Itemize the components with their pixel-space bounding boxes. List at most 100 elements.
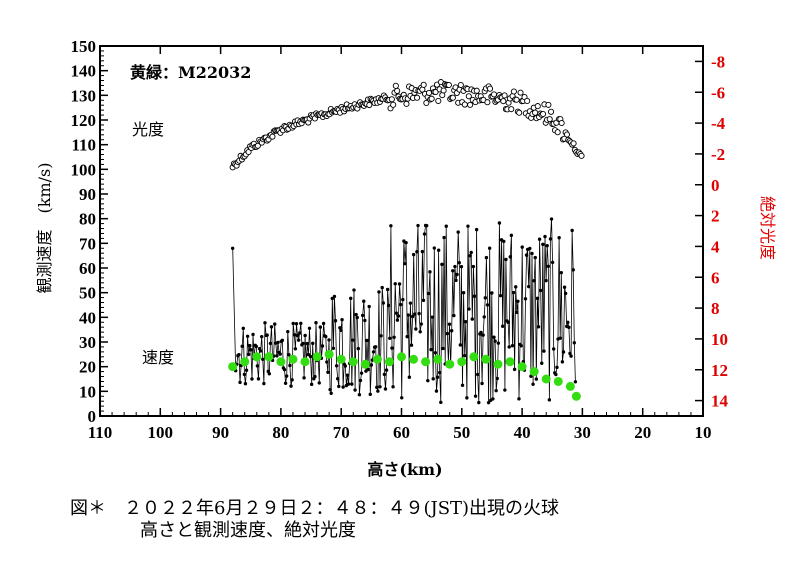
velocity-point — [431, 377, 435, 381]
y-left-tick-label: 80 — [79, 210, 96, 229]
velocity-point — [432, 246, 437, 250]
velocity-point — [558, 336, 562, 340]
speed-point — [421, 357, 431, 367]
y-left-tick-label: 20 — [79, 358, 96, 377]
velocity-point — [338, 326, 342, 330]
velocity-point — [371, 350, 376, 354]
velocity-point — [341, 385, 345, 389]
brightness-point — [467, 101, 474, 108]
velocity-point — [273, 322, 277, 326]
velocity-point — [420, 249, 425, 254]
velocity-point — [415, 250, 419, 254]
velocity-point — [457, 260, 461, 265]
velocity-point — [238, 380, 242, 385]
velocity-point — [473, 394, 478, 398]
y-left-tick-label: 100 — [71, 160, 97, 179]
x-tick-label: 60 — [393, 423, 410, 442]
velocity-point — [506, 320, 510, 325]
velocity-point — [368, 392, 372, 397]
velocity-point — [456, 230, 460, 234]
velocity-point — [493, 339, 497, 343]
velocity-point — [426, 378, 430, 383]
brightness-point — [510, 88, 517, 95]
velocity-point — [254, 344, 258, 349]
velocity-point — [438, 370, 442, 375]
velocity-point — [383, 387, 388, 391]
velocity-point — [287, 352, 291, 357]
velocity-point — [379, 334, 383, 338]
velocity-point — [242, 372, 247, 377]
speed-point — [409, 354, 419, 364]
velocity-point — [336, 376, 340, 381]
velocity-point — [260, 334, 264, 339]
speed-point — [324, 349, 334, 359]
velocity-point — [538, 288, 543, 293]
velocity-point — [366, 367, 370, 372]
velocity-point — [325, 360, 329, 364]
brightness-point — [486, 85, 494, 92]
velocity-point — [298, 331, 302, 335]
brightness-point — [547, 108, 555, 115]
brightness-point — [445, 81, 452, 89]
velocity-point — [317, 381, 321, 385]
velocity-point — [468, 254, 472, 258]
velocity-point — [502, 239, 506, 244]
brightness-point — [563, 131, 571, 138]
velocity-point — [573, 380, 578, 384]
brightness-point — [532, 109, 539, 116]
x-tick-label: 110 — [88, 423, 113, 442]
velocity-point — [419, 322, 423, 326]
y-right-tick-label: 10 — [711, 330, 728, 349]
x-tick-label: 30 — [574, 423, 591, 442]
velocity-point — [427, 291, 431, 296]
velocity-point — [321, 321, 326, 326]
brightness-point — [545, 101, 552, 108]
speed-point — [481, 354, 491, 364]
velocity-point — [498, 293, 503, 298]
velocity-point — [296, 338, 301, 342]
velocity-point — [381, 301, 385, 305]
velocity-point — [329, 391, 333, 395]
speed-point — [252, 352, 262, 362]
velocity-point — [541, 242, 545, 247]
velocity-point — [540, 361, 544, 365]
velocity-point — [444, 224, 448, 228]
velocity-point — [359, 371, 364, 375]
velocity-point — [400, 396, 404, 400]
velocity-point — [303, 333, 307, 338]
speed-point — [336, 354, 346, 364]
velocity-point — [333, 319, 338, 323]
velocity-point — [367, 304, 371, 309]
velocity-point — [491, 397, 495, 401]
x-tick-label: 80 — [272, 423, 289, 442]
velocity-point — [291, 321, 295, 326]
y-right-tick-label: 4 — [711, 237, 720, 256]
velocity-point — [301, 341, 305, 346]
velocity-point — [500, 324, 505, 328]
x-tick-label: 100 — [148, 423, 174, 442]
velocity-point — [343, 364, 348, 368]
velocity-point — [546, 264, 550, 268]
velocity-point — [363, 318, 367, 323]
velocity-point — [486, 400, 491, 405]
velocity-point — [411, 252, 416, 257]
caption-line-2: 高さと観測速度、絶対光度 — [140, 520, 356, 541]
velocity-point — [560, 360, 565, 364]
velocity-point — [547, 398, 552, 402]
velocity-point — [554, 372, 558, 377]
velocity-point — [503, 388, 507, 392]
velocity-point — [535, 296, 540, 301]
brightness-point — [425, 89, 433, 96]
velocity-point — [471, 264, 476, 269]
data-marks — [228, 79, 585, 405]
x-tick-label: 20 — [634, 423, 651, 442]
velocity-point — [293, 347, 298, 351]
axis-ticks: 110 100 90 80 70 60 50 40 30 20 100102030405060708… — [71, 37, 729, 442]
velocity-point — [544, 278, 548, 283]
brightness-point — [440, 87, 447, 94]
velocity-point — [430, 315, 434, 319]
velocity-point — [479, 330, 483, 335]
velocity-point — [378, 385, 382, 389]
velocity-point — [262, 381, 266, 386]
y-right-tick-label: 2 — [711, 207, 720, 226]
